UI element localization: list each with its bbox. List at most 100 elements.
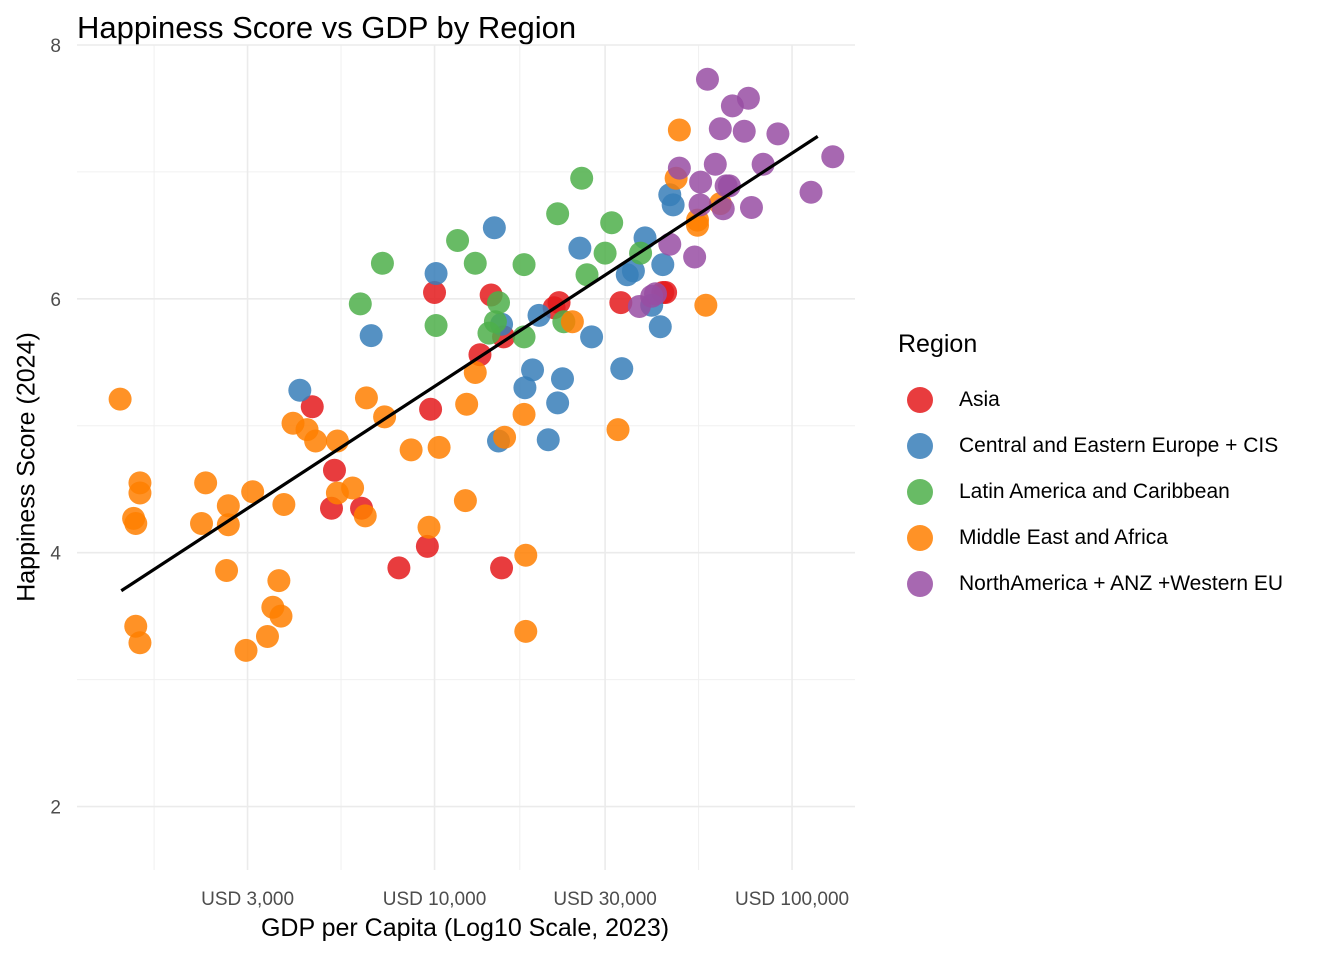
data-point: [609, 291, 633, 315]
data-point: [821, 145, 845, 169]
data-point: [610, 357, 634, 381]
data-point: [288, 378, 312, 402]
legend-item: Asia: [898, 377, 1283, 423]
data-point: [546, 202, 570, 226]
data-point: [234, 638, 258, 662]
data-point: [354, 386, 378, 410]
data-point: [606, 418, 630, 442]
data-point: [322, 458, 346, 482]
data-point: [424, 261, 448, 285]
data-point: [128, 481, 152, 505]
data-point: [267, 569, 291, 593]
data-point: [667, 118, 691, 142]
legend-key: [907, 525, 933, 551]
data-point: [370, 251, 394, 275]
data-point: [241, 480, 265, 504]
data-point: [513, 376, 537, 400]
data-points: [108, 67, 845, 662]
data-point: [683, 245, 707, 269]
data-point: [661, 193, 685, 217]
chart-title: Happiness Score vs GDP by Region: [77, 10, 577, 45]
x-tick-label: USD 30,000: [553, 889, 657, 910]
data-point: [568, 236, 592, 260]
data-point: [255, 624, 279, 648]
data-point: [570, 166, 594, 190]
data-point: [621, 259, 645, 283]
data-point: [446, 228, 470, 252]
legend-label: Central and Eastern Europe + CIS: [959, 434, 1279, 457]
data-point: [124, 512, 148, 535]
data-point: [190, 512, 214, 535]
legend-label: Latin America and Caribbean: [959, 480, 1230, 503]
data-point: [695, 67, 719, 91]
x-axis-title: GDP per Capita (Log10 Scale, 2023): [260, 914, 670, 942]
legend-items: Asia Central and Eastern Europe + CIS Lati…: [898, 377, 1283, 607]
trend-line: [120, 135, 819, 593]
data-point: [216, 494, 240, 518]
trend-line-group: [120, 135, 819, 593]
data-point: [694, 293, 718, 317]
data-point: [667, 156, 691, 180]
data-point: [550, 367, 574, 391]
legend-item: Middle East and Africa: [898, 515, 1283, 561]
data-point: [128, 631, 152, 655]
data-point: [575, 263, 599, 287]
x-tick-label: USD 3,000: [201, 889, 294, 910]
data-point: [453, 489, 477, 513]
legend-item: NorthAmerica + ANZ +Western EU: [898, 561, 1283, 607]
data-point: [689, 170, 713, 194]
data-point: [512, 402, 536, 426]
data-point: [514, 619, 538, 643]
y-tick-label: 2: [50, 798, 61, 819]
data-point: [799, 180, 823, 204]
data-point: [648, 315, 672, 339]
data-point: [493, 425, 517, 449]
data-point: [353, 504, 377, 528]
data-point: [359, 324, 383, 348]
data-point: [643, 282, 667, 306]
legend-title: Region: [898, 330, 978, 358]
legend-key: [907, 479, 933, 505]
y-tick-label: 4: [50, 544, 61, 565]
data-point: [415, 534, 439, 558]
data-point: [546, 391, 570, 415]
data-point: [455, 392, 479, 416]
data-point: [600, 211, 624, 235]
data-point: [427, 435, 451, 459]
data-point: [490, 556, 514, 580]
data-point: [686, 213, 710, 237]
data-point: [708, 117, 732, 141]
data-point: [300, 395, 324, 419]
x-tick-label: USD 10,000: [383, 889, 487, 910]
legend-key: [907, 571, 933, 597]
data-point: [487, 291, 511, 315]
data-point: [766, 122, 790, 146]
data-point: [739, 195, 763, 219]
data-point: [348, 292, 372, 316]
data-point: [536, 428, 560, 452]
legend-key: [907, 433, 933, 459]
x-tick-label: USD 100,000: [735, 889, 849, 910]
data-point: [304, 429, 328, 453]
data-point: [215, 558, 239, 582]
data-point: [108, 387, 132, 411]
legend-item: Central and Eastern Europe + CIS: [898, 423, 1283, 469]
legend-label: NorthAmerica + ANZ +Western EU: [959, 572, 1284, 595]
data-point: [651, 253, 675, 277]
data-point: [419, 397, 443, 421]
data-point: [514, 543, 538, 567]
data-point: [658, 232, 682, 256]
data-point: [399, 438, 423, 462]
axis-tick-labels: USD 3,000 USD 10,000 USD 30,000 USD 100,000…: [50, 36, 849, 910]
data-point: [711, 197, 735, 221]
data-point: [483, 310, 507, 334]
legend: Region Asia Central and Eastern Europe + …: [898, 330, 1283, 607]
data-point: [463, 360, 487, 384]
data-point: [593, 241, 617, 265]
data-point: [423, 281, 447, 304]
data-point: [272, 492, 296, 516]
data-point: [736, 86, 760, 110]
data-point: [560, 310, 584, 334]
data-point: [512, 253, 536, 277]
data-point: [194, 471, 218, 495]
